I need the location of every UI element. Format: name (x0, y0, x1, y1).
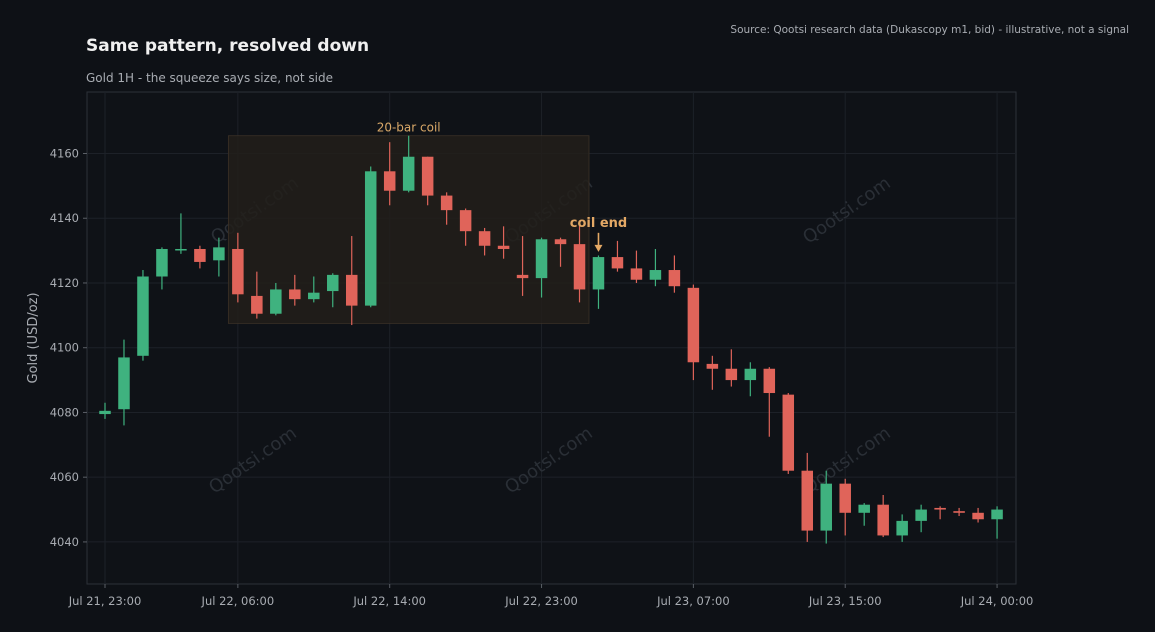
candle-body (726, 369, 738, 380)
candle-body (745, 369, 757, 380)
candle-body (593, 257, 605, 289)
candle-body (896, 521, 908, 536)
x-tick-label: Jul 22, 06:00 (201, 594, 275, 608)
candle-body (802, 471, 814, 531)
candle (365, 166, 377, 307)
candle-body (289, 289, 301, 299)
candle-body (251, 296, 263, 314)
chart-subtitle: Gold 1H - the squeeze says size, not sid… (86, 71, 333, 85)
y-tick-label: 4060 (50, 470, 79, 484)
x-tick-label: Jul 23, 07:00 (656, 594, 730, 608)
candle-body (194, 249, 206, 262)
candle-body (175, 249, 187, 251)
candle-body (764, 369, 776, 393)
coil-zone-label: 20-bar coil (377, 121, 441, 135)
candle-body (915, 510, 927, 521)
x-tick-label: Jul 22, 14:00 (352, 594, 426, 608)
x-tick-label: Jul 24, 00:00 (960, 594, 1034, 608)
x-tick-label: Jul 21, 23:00 (68, 594, 142, 608)
candle-body (555, 239, 567, 244)
y-tick-label: 4080 (50, 405, 79, 419)
y-tick-label: 4120 (50, 276, 79, 290)
candle-body (858, 505, 870, 513)
candle-body (460, 210, 472, 231)
candle-body (574, 244, 586, 289)
candle-body (839, 484, 851, 513)
y-tick-label: 4100 (50, 341, 79, 355)
y-tick-label: 4040 (50, 535, 79, 549)
y-tick-label: 4140 (50, 211, 79, 225)
candle-body (536, 239, 548, 278)
candle-body (783, 395, 795, 471)
candle-body (669, 270, 681, 286)
x-tick-label: Jul 23, 15:00 (808, 594, 882, 608)
candle-body (327, 275, 339, 291)
candle-body (232, 249, 244, 294)
candle-body (517, 275, 529, 278)
candle-body (631, 268, 643, 279)
candle-body (877, 505, 889, 536)
candle-body (213, 247, 225, 260)
candle-body (934, 508, 946, 510)
candle-body (953, 511, 965, 513)
candle-body (308, 293, 320, 299)
candle-body (422, 157, 434, 196)
candle-body (99, 411, 111, 414)
chart-title: Same pattern, resolved down (86, 36, 369, 56)
candle-body (137, 277, 149, 356)
candle-body (118, 357, 130, 409)
candle (137, 270, 149, 361)
candle-body (384, 171, 396, 190)
candle-body (972, 513, 984, 519)
x-tick-label: Jul 22, 23:00 (504, 594, 578, 608)
candle-body (650, 270, 662, 280)
coil-end-label: coil end (570, 216, 627, 231)
candle-body (688, 288, 700, 362)
candle-body (612, 257, 624, 268)
candle-body (403, 157, 415, 191)
candle-body (365, 171, 377, 305)
candle-body (441, 196, 453, 211)
candle-body (346, 275, 358, 306)
candle-body (820, 484, 832, 531)
y-axis-label: Gold (USD/oz) (26, 292, 41, 383)
candle (783, 393, 795, 474)
candle-body (156, 249, 168, 277)
candle-body (707, 364, 719, 369)
y-tick-label: 4160 (50, 147, 79, 161)
candle-body (270, 289, 282, 313)
candle-body (479, 231, 491, 246)
candle-body (991, 510, 1003, 520)
chart-source-note: Source: Qootsi research data (Dukascopy … (730, 24, 1129, 36)
candle-body (498, 246, 510, 249)
